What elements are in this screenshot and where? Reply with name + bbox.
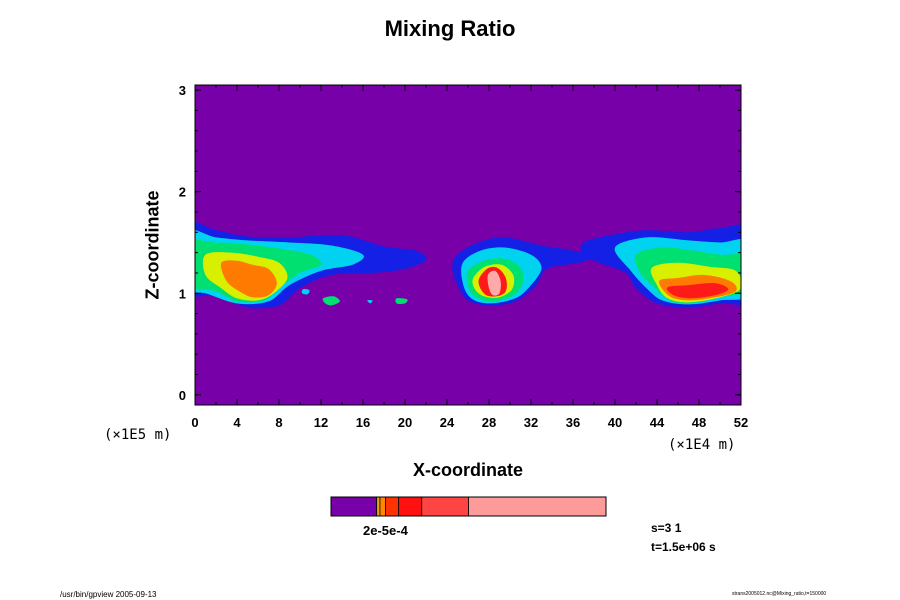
speck-2 bbox=[395, 298, 408, 305]
x-axis-label: X-coordinate bbox=[412, 460, 523, 480]
colorbar-frame bbox=[330, 496, 607, 517]
colorbar-segment bbox=[376, 496, 381, 517]
speck-3 bbox=[301, 289, 310, 295]
field-contours bbox=[195, 221, 741, 309]
y-unit-label: (×1E5 m) bbox=[104, 427, 172, 443]
y-tick-label: 0 bbox=[179, 388, 186, 403]
x-tick-label: 44 bbox=[650, 415, 665, 430]
footer-right: strans2005012.nc@Mixing_ratio,t=150000 bbox=[732, 591, 827, 597]
middle-plume-pink bbox=[487, 270, 501, 296]
y-tick-label: 1 bbox=[179, 286, 186, 301]
plot-area bbox=[195, 85, 741, 405]
x-tick-label: 20 bbox=[398, 415, 412, 430]
right-plume-red bbox=[666, 282, 729, 299]
footer-left: /usr/bin/gpview 2005-09-13 bbox=[60, 590, 157, 599]
s-label: s=3 1 bbox=[651, 521, 682, 535]
x-tick-label: 24 bbox=[440, 415, 455, 430]
x-tick-label: 0 bbox=[191, 415, 198, 430]
x-unit-label: (×1E4 m) bbox=[668, 437, 736, 453]
x-tick-label: 4 bbox=[233, 415, 241, 430]
colorbar-segment bbox=[379, 496, 386, 517]
x-tick-label: 52 bbox=[734, 415, 748, 430]
speck-1 bbox=[322, 296, 340, 306]
x-tick-label: 12 bbox=[314, 415, 328, 430]
colorbar-segment bbox=[330, 496, 378, 517]
colorbar-segment bbox=[398, 496, 423, 517]
x-tick-label: 32 bbox=[524, 415, 538, 430]
x-tick-label: 28 bbox=[482, 415, 496, 430]
x-tick-label: 36 bbox=[566, 415, 580, 430]
colorbar-segment bbox=[468, 496, 607, 517]
x-tick-label: 16 bbox=[356, 415, 370, 430]
speck-4 bbox=[367, 300, 373, 304]
x-tick-label: 48 bbox=[692, 415, 706, 430]
chart-title: Mixing Ratio bbox=[384, 16, 516, 41]
colorbar-segment bbox=[385, 496, 400, 517]
colorbar bbox=[330, 496, 607, 517]
x-tick-label: 8 bbox=[275, 415, 282, 430]
t-label: t=1.5e+06 s bbox=[651, 540, 716, 554]
colorbar-segment bbox=[421, 496, 469, 517]
colorbar-label: 2e-5e-4 bbox=[363, 523, 408, 538]
y-tick-label: 2 bbox=[179, 185, 186, 200]
left-plume-orange bbox=[220, 260, 277, 298]
y-tick-label: 3 bbox=[179, 83, 186, 98]
x-tick-label: 40 bbox=[608, 415, 622, 430]
